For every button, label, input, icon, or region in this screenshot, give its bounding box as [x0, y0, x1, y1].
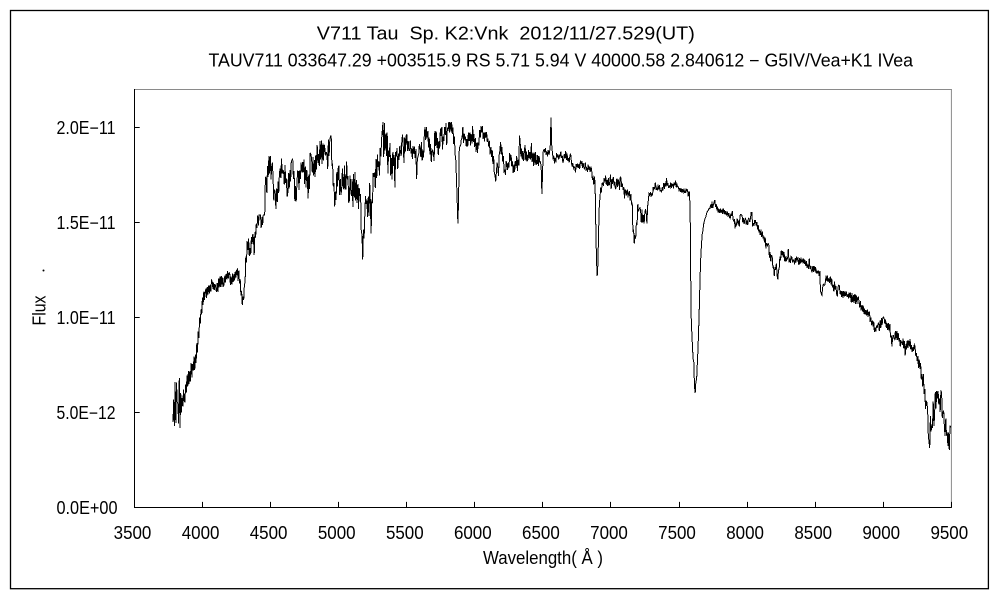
svg-text:Wavelength( Å ): Wavelength( Å ) — [483, 548, 603, 568]
svg-text:9500: 9500 — [930, 523, 968, 543]
svg-text:6500: 6500 — [522, 523, 560, 543]
svg-text:4500: 4500 — [250, 523, 288, 543]
svg-text:8500: 8500 — [794, 523, 832, 543]
svg-text:3500: 3500 — [114, 523, 152, 543]
svg-text:2.0E−11: 2.0E−11 — [57, 118, 116, 138]
svg-text:0.0E+00: 0.0E+00 — [57, 498, 118, 518]
svg-text:Flux: Flux — [30, 296, 50, 326]
svg-text:5500: 5500 — [386, 523, 424, 543]
svg-text:6000: 6000 — [454, 523, 492, 543]
svg-text:7500: 7500 — [658, 523, 696, 543]
svg-text:1.5E−11: 1.5E−11 — [57, 213, 116, 233]
svg-text:9000: 9000 — [862, 523, 900, 543]
svg-text:4000: 4000 — [182, 523, 220, 543]
svg-text:TAUV711 033647.29 +003515.9 RS: TAUV711 033647.29 +003515.9 RS 5.71 5.94… — [209, 51, 914, 71]
svg-text:5000: 5000 — [318, 523, 356, 543]
svg-text:1.0E−11: 1.0E−11 — [57, 308, 116, 328]
svg-text:5.0E−12: 5.0E−12 — [57, 403, 116, 423]
svg-text:7000: 7000 — [590, 523, 628, 543]
svg-text:V711 Tau Sp. K2:Vnk 2012/11/: V711 Tau Sp. K2:Vnk 2012/11/27.529(UT) — [317, 24, 695, 44]
svg-text:8000: 8000 — [726, 523, 764, 543]
